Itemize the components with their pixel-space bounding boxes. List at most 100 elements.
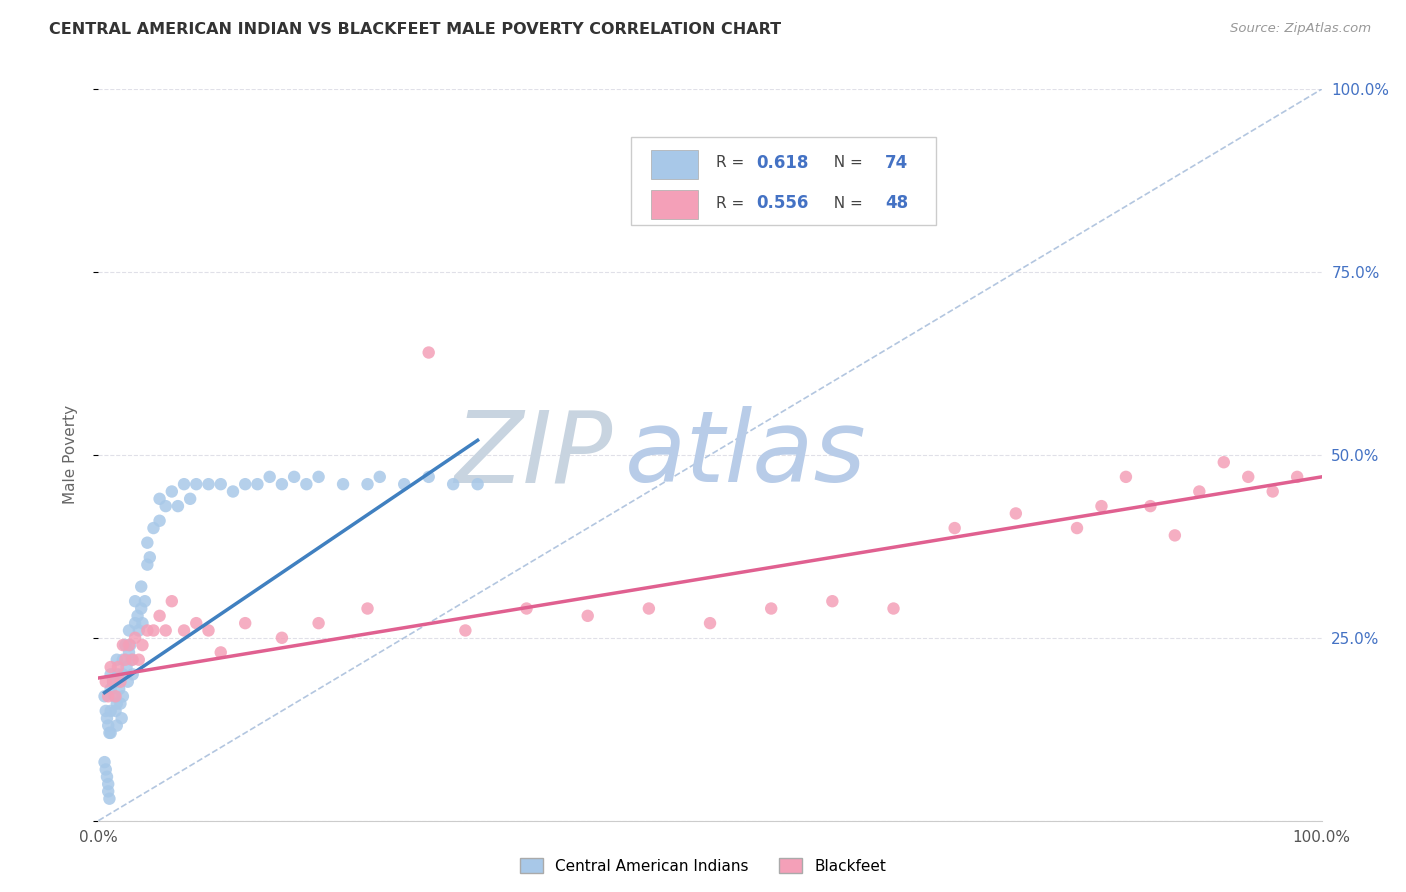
Point	[821, 594, 844, 608]
Point	[943, 521, 966, 535]
Point	[1237, 470, 1260, 484]
Point	[186, 477, 208, 491]
Point	[167, 499, 190, 513]
Point	[1115, 470, 1137, 484]
Point	[111, 667, 134, 681]
Point	[1164, 528, 1187, 542]
Point	[108, 681, 131, 696]
Point	[197, 477, 219, 491]
Point	[120, 638, 142, 652]
Point	[98, 791, 121, 805]
Point	[107, 667, 129, 681]
Point	[149, 608, 172, 623]
Point	[105, 697, 128, 711]
FancyBboxPatch shape	[630, 136, 936, 225]
Point	[270, 631, 294, 645]
Point	[1261, 484, 1284, 499]
Point	[142, 521, 165, 535]
Point	[111, 653, 134, 667]
Point	[142, 624, 165, 638]
Point	[103, 690, 125, 704]
Text: R =: R =	[716, 195, 749, 211]
Point	[131, 616, 153, 631]
Point	[356, 601, 378, 615]
Point	[94, 674, 117, 689]
Point	[1090, 499, 1112, 513]
Point	[179, 491, 201, 506]
Point	[104, 704, 127, 718]
Point	[136, 558, 159, 572]
Text: 0.556: 0.556	[756, 194, 808, 212]
Text: Source: ZipAtlas.com: Source: ZipAtlas.com	[1230, 22, 1371, 36]
Point	[761, 601, 783, 615]
Point	[134, 594, 156, 608]
Point	[105, 653, 128, 667]
Point	[576, 608, 599, 623]
Point	[233, 616, 256, 631]
Point	[209, 645, 232, 659]
Point	[121, 653, 143, 667]
Text: ZIP: ZIP	[454, 407, 612, 503]
Point	[155, 499, 177, 513]
Point	[270, 477, 294, 491]
Point	[94, 763, 117, 777]
Point	[222, 484, 245, 499]
Text: 74: 74	[884, 154, 908, 172]
Point	[308, 616, 330, 631]
Point	[124, 631, 146, 645]
Point	[105, 718, 128, 732]
Text: CENTRAL AMERICAN INDIAN VS BLACKFEET MALE POVERTY CORRELATION CHART: CENTRAL AMERICAN INDIAN VS BLACKFEET MAL…	[49, 22, 782, 37]
Point	[100, 704, 122, 718]
Point	[139, 550, 162, 565]
Legend: Central American Indians, Blackfeet: Central American Indians, Blackfeet	[513, 852, 893, 880]
Point	[418, 345, 440, 359]
Point	[136, 624, 159, 638]
Point	[94, 704, 117, 718]
Point	[114, 653, 136, 667]
Point	[111, 690, 134, 704]
Point	[295, 477, 318, 491]
Point	[233, 477, 256, 491]
Point	[1004, 507, 1026, 521]
Point	[107, 660, 129, 674]
Point	[115, 660, 138, 674]
Point	[114, 638, 136, 652]
Point	[883, 601, 905, 615]
Point	[131, 638, 153, 652]
FancyBboxPatch shape	[651, 190, 697, 219]
Point	[197, 624, 219, 638]
Text: atlas: atlas	[624, 407, 866, 503]
Point	[93, 690, 115, 704]
Point	[129, 580, 152, 594]
Point	[101, 674, 124, 689]
Point	[96, 711, 118, 725]
Point	[332, 477, 354, 491]
Point	[1286, 470, 1309, 484]
Point	[283, 470, 305, 484]
Point	[127, 608, 149, 623]
Point	[100, 681, 122, 696]
Point	[149, 491, 172, 506]
Text: R =: R =	[716, 155, 749, 170]
Point	[160, 484, 183, 499]
Point	[418, 470, 440, 484]
Text: 0.618: 0.618	[756, 154, 808, 172]
Point	[100, 660, 122, 674]
Point	[98, 726, 121, 740]
Text: 48: 48	[884, 194, 908, 212]
Point	[93, 755, 115, 769]
Point	[441, 477, 464, 491]
Point	[259, 470, 281, 484]
Point	[173, 477, 195, 491]
Point	[124, 594, 146, 608]
Point	[97, 784, 120, 798]
Point	[101, 674, 124, 689]
Point	[356, 477, 378, 491]
Point	[97, 777, 120, 791]
Point	[454, 624, 477, 638]
Point	[1188, 484, 1211, 499]
Point	[111, 711, 134, 725]
Point	[699, 616, 721, 631]
Point	[118, 645, 141, 659]
Point	[129, 601, 152, 615]
